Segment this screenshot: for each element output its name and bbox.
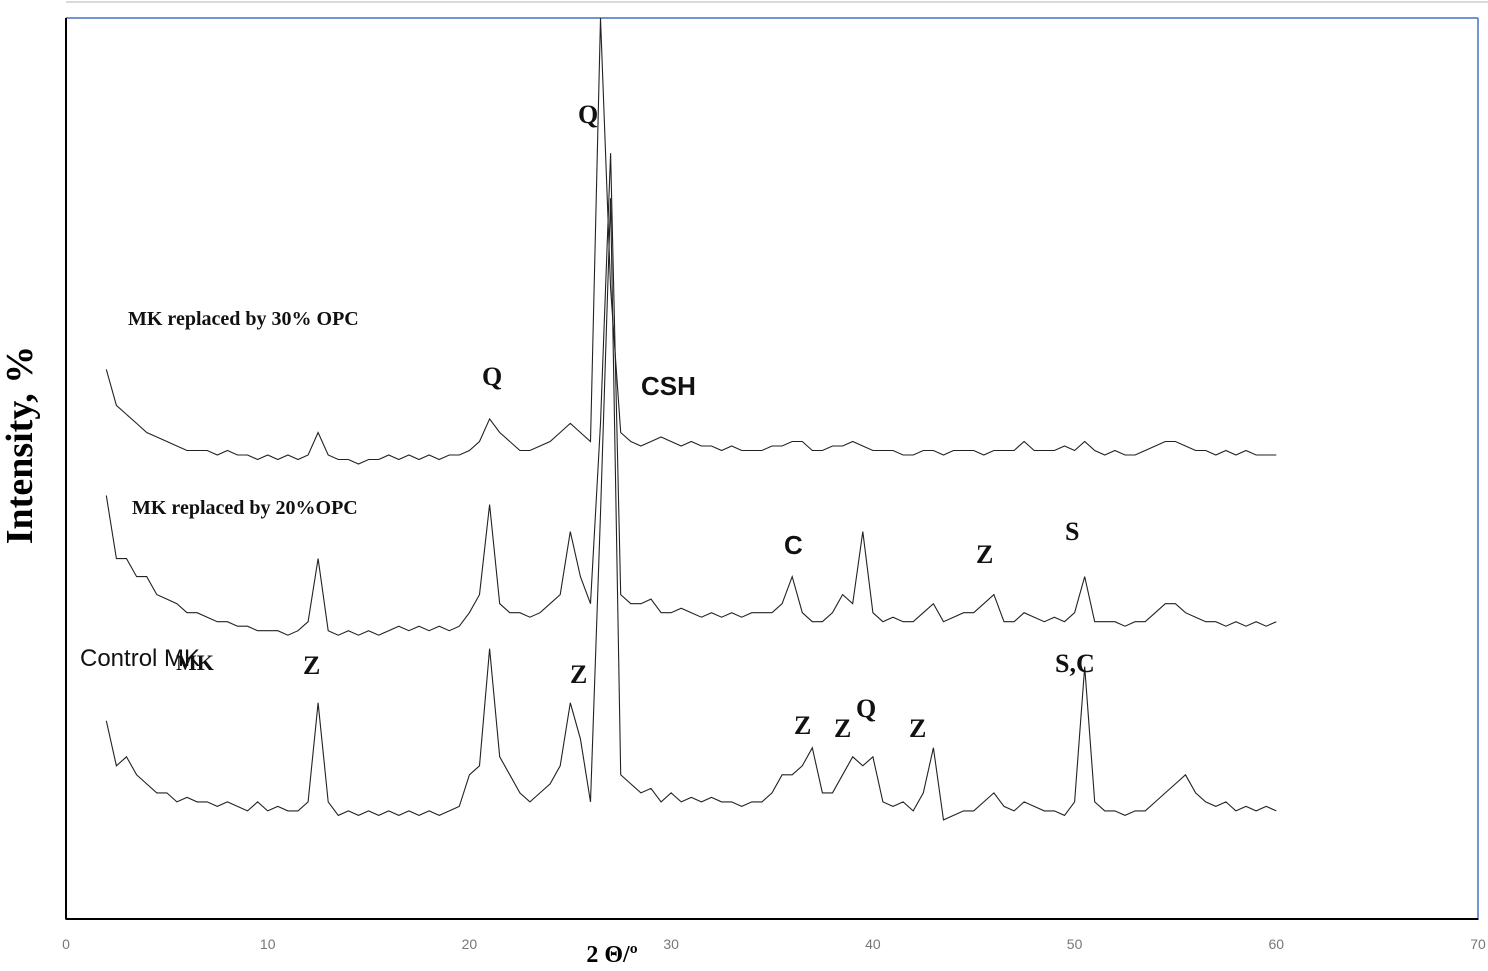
peak-annotation: Z (794, 711, 811, 740)
x-tick-label: 50 (1067, 936, 1083, 952)
peak-annotation: S,C (1055, 649, 1095, 678)
peak-annotation: C (784, 530, 803, 560)
series-label: Control MK (80, 645, 200, 672)
series-line (105, 198, 1277, 821)
peak-annotation: S (1065, 517, 1079, 546)
peak-annotation: Z (909, 714, 926, 743)
x-tick-label: 70 (1470, 936, 1486, 952)
peak-annotation: MK (176, 650, 214, 675)
y-axis-label: Intensity, % (0, 346, 41, 544)
x-tick-label: 10 (260, 936, 276, 952)
peak-annotation: Z (570, 660, 587, 689)
x-tick-label: 40 (865, 936, 881, 952)
series-label: MK replaced by 30% OPC (128, 308, 359, 330)
peak-annotation: Z (976, 540, 993, 569)
x-tick-label: 20 (462, 936, 478, 952)
series-line (105, 17, 1277, 465)
series-line (105, 153, 1277, 636)
peak-annotation: Q (482, 362, 502, 391)
x-tick-label: 0 (62, 936, 70, 952)
x-tick-label: 30 (663, 936, 679, 952)
x-axis-label: 2 Θ/º (586, 942, 637, 968)
series-label: MK replaced by 20%OPC (132, 497, 358, 519)
peak-annotation: Q (578, 100, 598, 129)
peak-annotation: Q (856, 694, 876, 723)
x-tick-label: 60 (1268, 936, 1284, 952)
peak-annotation: Z (303, 651, 320, 680)
plot-area: 0 10 20 30 40 50 60 70 Control MK MK replaced by … (62, 17, 1486, 952)
peak-annotation: CSH (641, 371, 696, 401)
peak-annotation: Z (834, 714, 851, 743)
